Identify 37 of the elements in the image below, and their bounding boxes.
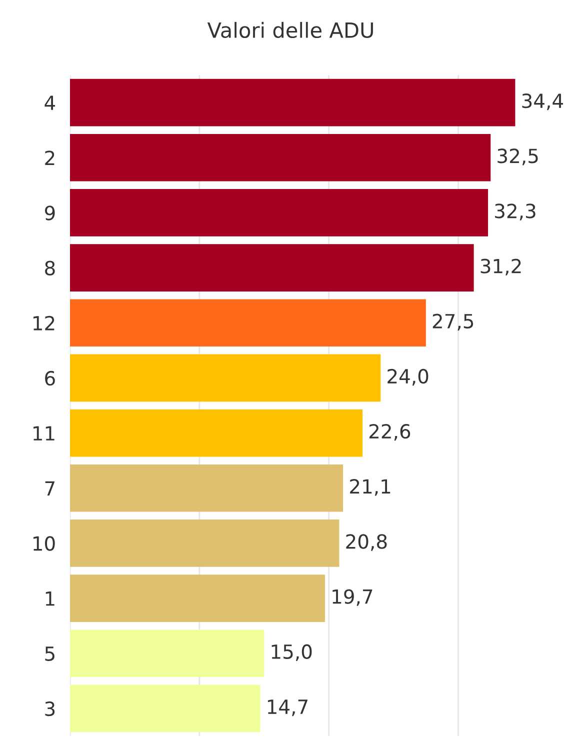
data-label: 14,7 (268, 700, 308, 716)
data-label: 32,5 (498, 148, 538, 166)
y-tick-label: 7 (45, 481, 54, 496)
bar (70, 78, 516, 126)
bar (70, 189, 488, 236)
y-tick-label: 3 (45, 701, 55, 716)
y-tick-label: 10 (34, 536, 55, 551)
y-tick-label: 9 (44, 206, 55, 220)
bar (70, 464, 344, 512)
y-tick-label: 11 (34, 426, 54, 440)
bar (70, 299, 426, 347)
data-label: 27,5 (432, 314, 474, 330)
bar (70, 134, 491, 182)
bar (70, 409, 362, 457)
bar (70, 520, 340, 567)
y-tick-label: 2 (45, 150, 54, 166)
y-tick-label: 4 (44, 96, 56, 110)
data-label: 32,3 (495, 204, 536, 220)
data-label: 34,4 (522, 93, 563, 110)
bar (70, 630, 264, 678)
y-tick-label: 1 (46, 592, 54, 606)
y-tick-label: 5 (45, 646, 54, 662)
data-label: 21,1 (350, 479, 390, 496)
bar (70, 684, 260, 732)
bar (70, 244, 474, 292)
chart-title: Valori delle ADU (207, 22, 373, 38)
data-label: 19,7 (332, 589, 372, 606)
y-tick-label: 6 (45, 370, 55, 386)
bar (70, 354, 381, 402)
data-label: 22,6 (369, 424, 410, 441)
bar (70, 574, 325, 622)
data-label: 24,0 (388, 368, 428, 386)
y-tick-label: 12 (34, 316, 54, 330)
data-label: 15,0 (272, 644, 312, 661)
y-tick-label: 8 (45, 260, 55, 276)
data-label: 31,2 (480, 258, 521, 276)
data-label: 20,8 (346, 534, 387, 551)
